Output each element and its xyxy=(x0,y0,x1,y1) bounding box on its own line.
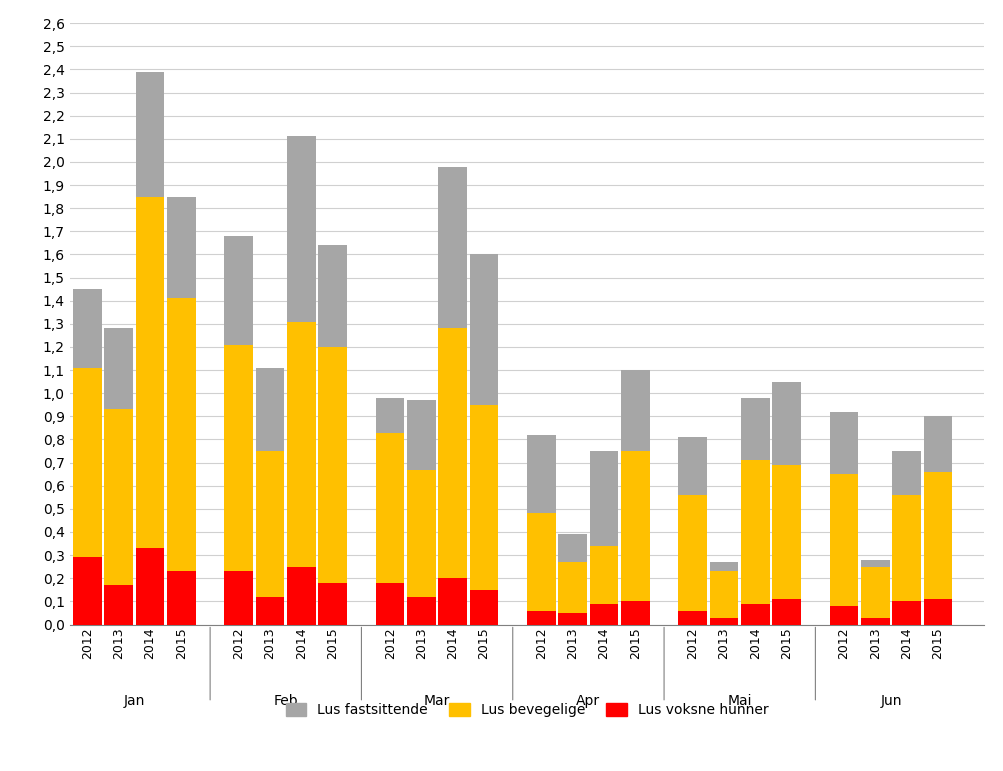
Bar xyxy=(527,435,556,513)
Bar xyxy=(621,451,649,601)
Bar xyxy=(740,604,769,625)
Bar xyxy=(287,322,316,567)
Bar xyxy=(375,583,404,625)
Bar xyxy=(740,460,769,604)
Bar xyxy=(527,611,556,625)
Bar xyxy=(73,289,101,368)
Bar xyxy=(406,597,435,625)
Bar xyxy=(225,571,253,625)
Bar xyxy=(892,451,920,495)
Bar xyxy=(709,571,737,618)
Text: Mai: Mai xyxy=(727,694,751,708)
Text: Mar: Mar xyxy=(423,694,449,708)
Text: Jan: Jan xyxy=(123,694,145,708)
Bar xyxy=(135,72,164,197)
Bar xyxy=(621,601,649,625)
Text: Jun: Jun xyxy=(880,694,901,708)
Bar xyxy=(104,409,133,585)
Bar xyxy=(73,557,101,625)
Bar xyxy=(469,254,497,405)
Legend: Lus fastsittende, Lus bevegelige, Lus voksne hunner: Lus fastsittende, Lus bevegelige, Lus vo… xyxy=(280,698,773,722)
Bar xyxy=(771,599,800,625)
Bar xyxy=(438,578,466,625)
Bar xyxy=(678,611,706,625)
Bar xyxy=(709,562,737,571)
Bar xyxy=(469,405,497,590)
Bar xyxy=(256,368,284,451)
Bar xyxy=(861,618,889,625)
Bar xyxy=(828,474,858,606)
Bar xyxy=(861,567,889,618)
Bar xyxy=(923,416,952,472)
Bar xyxy=(225,345,253,571)
Bar xyxy=(771,465,800,599)
Bar xyxy=(256,451,284,597)
Bar xyxy=(104,585,133,625)
Bar xyxy=(828,606,858,625)
Bar xyxy=(287,567,316,625)
Text: Feb: Feb xyxy=(273,694,298,708)
Bar xyxy=(861,560,889,567)
Bar xyxy=(166,197,196,298)
Bar xyxy=(225,236,253,345)
Bar xyxy=(287,136,316,322)
Bar xyxy=(73,368,101,557)
Bar xyxy=(923,472,952,599)
Bar xyxy=(589,604,618,625)
Bar xyxy=(406,400,435,470)
Bar xyxy=(375,433,404,583)
Bar xyxy=(558,613,587,625)
Bar xyxy=(438,167,466,328)
Bar xyxy=(678,437,706,495)
Bar xyxy=(166,571,196,625)
Bar xyxy=(406,470,435,597)
Bar xyxy=(828,412,858,474)
Bar xyxy=(709,618,737,625)
Bar xyxy=(558,562,587,613)
Bar xyxy=(892,601,920,625)
Bar xyxy=(375,398,404,433)
Bar xyxy=(104,328,133,409)
Bar xyxy=(589,546,618,604)
Bar xyxy=(166,298,196,571)
Bar xyxy=(135,197,164,548)
Bar xyxy=(892,495,920,601)
Bar xyxy=(135,548,164,625)
Bar xyxy=(589,451,618,546)
Bar xyxy=(621,370,649,451)
Text: Apr: Apr xyxy=(576,694,600,708)
Bar xyxy=(923,599,952,625)
Bar xyxy=(318,583,347,625)
Bar xyxy=(527,513,556,611)
Bar xyxy=(469,590,497,625)
Bar xyxy=(318,245,347,347)
Bar xyxy=(678,495,706,611)
Bar xyxy=(318,347,347,583)
Bar xyxy=(771,382,800,465)
Bar xyxy=(256,597,284,625)
Bar xyxy=(438,328,466,578)
Bar xyxy=(740,398,769,460)
Bar xyxy=(558,534,587,562)
